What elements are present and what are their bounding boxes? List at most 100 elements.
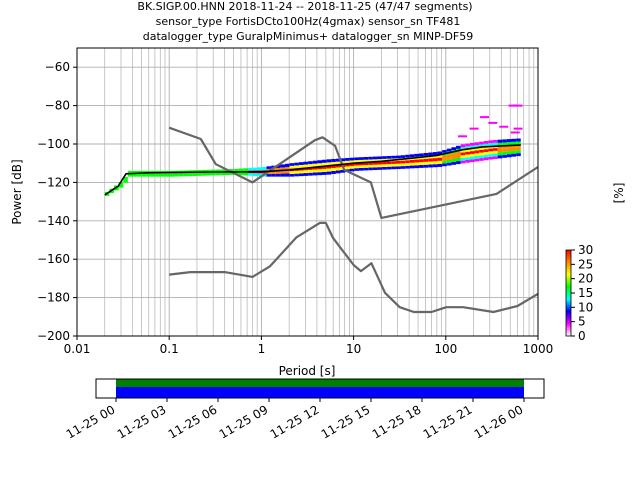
density-cell: [349, 157, 355, 161]
density-cell: [506, 145, 512, 149]
density-cell: [479, 147, 484, 150]
density-cell: [358, 162, 364, 166]
high-noise-model-line: [168, 126, 539, 219]
density-cell: [303, 170, 309, 174]
density-cell: [506, 148, 512, 152]
density-cell: [419, 153, 424, 157]
density-cell: [395, 163, 401, 167]
density-cell: [141, 173, 147, 177]
density-cell: [137, 173, 142, 177]
density-cell: [303, 173, 309, 176]
density-cell: [502, 139, 507, 143]
density-cell: [243, 168, 249, 172]
density-cell: [451, 158, 457, 162]
density-cell: [294, 165, 299, 169]
density-cell: [211, 172, 216, 176]
density-cell: [451, 147, 457, 151]
density-cell: [132, 173, 138, 177]
density-cell: [493, 156, 498, 159]
y-tick-label: −200: [37, 329, 70, 343]
density-cell: [206, 169, 212, 173]
mode-line: [104, 144, 521, 196]
density-cell: [497, 145, 503, 150]
y-tick-label: −160: [37, 252, 70, 266]
density-cell: [354, 162, 359, 166]
density-cell: [474, 145, 480, 148]
density-cell: [511, 141, 517, 145]
density-cell: [483, 146, 489, 150]
density-cell: [414, 162, 420, 166]
density-cell: [321, 168, 327, 172]
density-cell: [423, 152, 429, 156]
density-cell: [118, 182, 124, 185]
density-cell: [377, 161, 383, 165]
timeline-tick-label: 11-25 12: [268, 402, 322, 441]
density-cell: [465, 146, 470, 150]
density-cell: [312, 166, 318, 170]
density-cell: [506, 142, 512, 146]
density-cell: [238, 168, 244, 172]
density-cell: [326, 168, 332, 172]
density-cell: [123, 179, 128, 183]
density-cell: [294, 162, 299, 166]
density-cell: [483, 149, 489, 152]
density-cell: [474, 153, 480, 156]
density-cell: [502, 142, 507, 146]
y-tick-label: −120: [37, 175, 70, 189]
density-cell: [382, 164, 387, 167]
density-cell: [474, 155, 480, 159]
density-cell: [469, 145, 475, 149]
x-axis-ticks: 0.01 0.1 1 10 100 1000: [64, 336, 553, 356]
colorbar-gradient: [565, 249, 572, 337]
density-cell: [178, 173, 184, 177]
density-outlier-cell: [458, 135, 468, 138]
density-cell: [377, 167, 383, 170]
colorbar-tick-label: 20: [578, 272, 593, 286]
colorbar-tick-label: 10: [578, 300, 593, 314]
density-cell: [395, 155, 401, 159]
density-cell: [493, 153, 498, 157]
density-cell: [206, 172, 212, 176]
density-cell: [127, 173, 133, 177]
title-block: BK.SIGP.00.HNN 2018-11-24 -- 2018-11-25 …: [137, 0, 473, 43]
density-cell: [132, 170, 138, 174]
density-cell: [271, 168, 276, 172]
density-cell: [354, 168, 359, 171]
density-cell: [437, 163, 443, 167]
density-cell: [511, 150, 517, 154]
density-cell: [451, 156, 457, 159]
y-tick-label: −100: [37, 137, 70, 151]
density-cell: [474, 150, 480, 154]
density-cell: [321, 165, 327, 169]
x-tick-label: 0.01: [64, 342, 91, 356]
density-cell: [400, 155, 406, 158]
timeline-tick-label: 11-26 00: [472, 402, 526, 441]
density-outlier-cell: [469, 127, 479, 130]
density-cell: [215, 172, 221, 176]
timeline-tick-label: 11-25 06: [166, 402, 220, 441]
density-cell: [345, 158, 350, 161]
density-cell: [331, 164, 336, 168]
density-outlier-cell: [513, 127, 523, 130]
density-cell: [451, 153, 457, 157]
density-cell: [368, 156, 373, 160]
density-cell: [238, 171, 244, 176]
y-tick-label: −60: [45, 60, 70, 74]
density-cell: [372, 159, 378, 162]
density-cell: [511, 147, 517, 151]
density-cell: [423, 158, 429, 162]
density-cell: [460, 152, 466, 156]
density-cell: [511, 138, 517, 142]
density-cell: [335, 170, 341, 174]
density-cell: [428, 161, 433, 165]
density-cell: [298, 162, 304, 165]
density-cell: [275, 170, 281, 174]
density-cell: [479, 149, 484, 153]
psd-plot-area: 0.01 0.1 1 10 100 1000 −200 −180 −160 −140 −120 −1…: [10, 47, 553, 378]
density-cell: [335, 164, 341, 168]
density-cell: [326, 171, 332, 175]
density-cell: [428, 158, 433, 162]
density-cell: [234, 168, 239, 172]
density-cell: [456, 151, 461, 155]
